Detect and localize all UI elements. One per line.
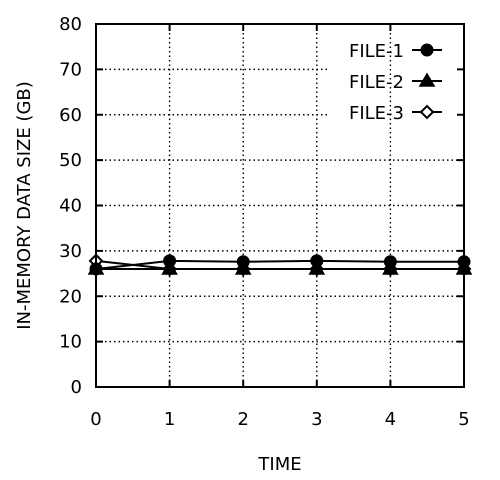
legend-marker (419, 104, 435, 120)
y-axis-ticks: 0 10 20 30 40 50 60 70 80 (59, 14, 464, 398)
y-axis-label: IN-MEMORY DATA SIZE (GB) (14, 81, 35, 330)
legend-label: FILE-1 (349, 41, 404, 62)
series-markers (87, 253, 473, 277)
grid-lines (96, 24, 464, 387)
legend-label: FILE-2 (349, 72, 404, 93)
x-axis-label: TIME (257, 454, 301, 475)
legend-marker (420, 43, 434, 57)
y-tick-label: 60 (59, 105, 82, 126)
y-tick-label: 80 (59, 14, 82, 35)
legend-marker (418, 72, 436, 87)
y-tick-label: 40 (59, 196, 82, 217)
data-point-series-1 (236, 255, 250, 269)
y-tick-label: 20 (59, 286, 82, 307)
series-line-3 (95, 259, 464, 271)
y-tick-label: 0 (71, 377, 82, 398)
x-tick-label: 4 (385, 409, 396, 430)
legend-label: FILE-3 (349, 103, 404, 124)
y-tick-label: 70 (59, 59, 82, 80)
y-tick-label: 30 (59, 241, 82, 262)
x-tick-label: 2 (237, 409, 248, 430)
x-tick-label: 3 (311, 409, 322, 430)
data-point-series-1 (310, 254, 324, 268)
data-point-series-1 (383, 255, 397, 269)
y-tick-label: 10 (59, 332, 82, 353)
data-point-series-2 (308, 260, 326, 275)
x-tick-label: 0 (90, 409, 101, 430)
series-lines (95, 259, 464, 271)
x-axis-ticks: 0 1 2 3 4 5 (90, 24, 470, 430)
legend: FILE-1 FILE-2 FILE-3 (349, 41, 442, 124)
data-point-series-2 (161, 260, 178, 275)
x-tick-label: 5 (458, 409, 469, 430)
y-tick-label: 50 (59, 150, 82, 171)
series-line-1 (95, 259, 464, 271)
data-point-series-1 (163, 254, 177, 268)
x-tick-label: 1 (164, 409, 175, 430)
